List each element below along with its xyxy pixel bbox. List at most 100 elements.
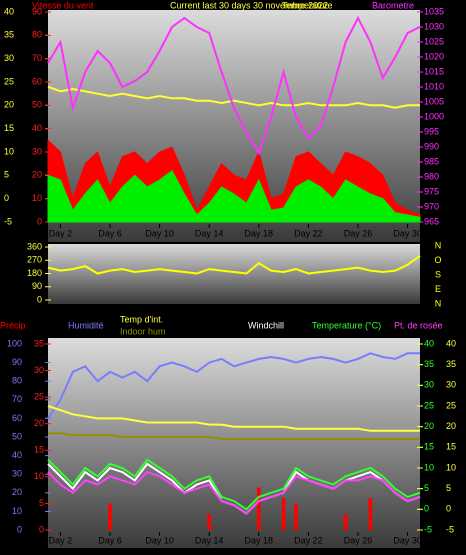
x-tick-label: Day 14 bbox=[195, 535, 224, 545]
y-tick-label: 50 bbox=[12, 431, 22, 441]
y-tick-label: 80 bbox=[12, 376, 22, 386]
legend-entry: Pt. de rosée bbox=[394, 320, 443, 330]
y-tick-label: 20 bbox=[446, 421, 456, 431]
y-tick-label: 35 bbox=[446, 359, 456, 369]
y-tick-label: 90 bbox=[12, 357, 22, 367]
y-tick-label: 10 bbox=[32, 193, 42, 203]
y-tick-label: 0 bbox=[446, 504, 451, 514]
y-tick-label: 80 bbox=[32, 30, 42, 40]
y-tick-label: 90 bbox=[32, 6, 42, 16]
plot-area bbox=[48, 338, 420, 548]
legend-entry: Vitesse du vent bbox=[32, 0, 94, 10]
legend-entry: Indoor hum bbox=[120, 326, 166, 336]
y-tick-label: -5 bbox=[4, 216, 12, 226]
y-tick-label: 980 bbox=[424, 171, 439, 181]
series-line bbox=[47, 254, 421, 275]
y-tick-label: 1005 bbox=[424, 96, 444, 106]
y-tick-label: 1020 bbox=[424, 51, 444, 61]
y-tick-label: 15 bbox=[34, 445, 44, 455]
y-tick-label: 995 bbox=[424, 126, 439, 136]
y-tick-label: 1035 bbox=[424, 6, 444, 16]
x-tick-label: Day 6 bbox=[98, 535, 122, 545]
y-tick-label: 180 bbox=[27, 268, 42, 278]
y-tick-label: 30 bbox=[32, 146, 42, 156]
y-tick-label: 15 bbox=[446, 442, 456, 452]
direction-label: N bbox=[435, 240, 442, 250]
y-tick-label: 100 bbox=[7, 338, 22, 348]
y-tick-label: 40 bbox=[12, 450, 22, 460]
y-tick-label: 30 bbox=[4, 53, 14, 63]
precip-bar bbox=[281, 498, 286, 530]
y-tick-label: 5 bbox=[4, 170, 9, 180]
y-tick-label: 70 bbox=[12, 394, 22, 404]
legend-entry: Windchill bbox=[248, 320, 284, 330]
x-tick-label: Day 26 bbox=[344, 228, 373, 238]
y-tick-label: 40 bbox=[4, 6, 14, 16]
y-tick-label: 35 bbox=[34, 338, 44, 348]
y-tick-label: 40 bbox=[446, 338, 456, 348]
series-line bbox=[47, 352, 420, 419]
precip-bar bbox=[294, 503, 298, 530]
precip-bar bbox=[108, 503, 112, 530]
y-tick-label: 15 bbox=[424, 442, 434, 452]
legend-entry: Temperature (°C) bbox=[312, 320, 381, 330]
y-tick-label: 20 bbox=[4, 100, 14, 110]
legend-entry: Temp d'int. bbox=[120, 314, 163, 324]
y-tick-label: -5 bbox=[446, 524, 454, 534]
legend-entry: Précip. bbox=[0, 320, 28, 330]
y-tick-label: 15 bbox=[4, 123, 14, 133]
y-tick-label: 35 bbox=[424, 359, 434, 369]
y-tick-label: 985 bbox=[424, 156, 439, 166]
precip-bar bbox=[343, 514, 348, 530]
y-tick-label: 60 bbox=[12, 413, 22, 423]
x-tick-label: Day 14 bbox=[195, 228, 224, 238]
y-tick-label: 0 bbox=[424, 504, 429, 514]
y-tick-label: 25 bbox=[34, 392, 44, 402]
y-tick-label: 0 bbox=[39, 524, 44, 534]
chart-title: Current last 30 days 30 novembre 2022 bbox=[170, 0, 328, 10]
y-tick-label: 1015 bbox=[424, 66, 444, 76]
y-tick-label: 10 bbox=[446, 462, 456, 472]
y-tick-label: 30 bbox=[34, 365, 44, 375]
precip-bar bbox=[257, 487, 261, 530]
y-tick-label: 1000 bbox=[424, 111, 444, 121]
y-tick-label: 1030 bbox=[424, 21, 444, 31]
y-tick-label: 70 bbox=[32, 53, 42, 63]
x-tick-label: Day 18 bbox=[245, 228, 274, 238]
y-tick-label: 30 bbox=[424, 380, 434, 390]
y-tick-label: 5 bbox=[446, 483, 451, 493]
x-tick-label: Day 26 bbox=[344, 535, 373, 545]
series-line bbox=[47, 15, 421, 156]
y-tick-label: 990 bbox=[424, 141, 439, 151]
y-tick-label: 20 bbox=[424, 421, 434, 431]
y-tick-label: 25 bbox=[4, 76, 14, 86]
y-tick-label: 40 bbox=[424, 338, 434, 348]
y-tick-label: 270 bbox=[27, 255, 42, 265]
y-tick-label: 30 bbox=[12, 469, 22, 479]
y-tick-label: 0 bbox=[4, 193, 9, 203]
wind-area bbox=[47, 169, 421, 223]
y-tick-label: 1025 bbox=[424, 36, 444, 46]
y-tick-label: 50 bbox=[32, 100, 42, 110]
y-tick-label: -5 bbox=[424, 524, 432, 534]
x-tick-label: Day 30 bbox=[393, 228, 422, 238]
x-tick-label: Day 6 bbox=[98, 228, 122, 238]
y-tick-label: 40 bbox=[32, 123, 42, 133]
y-tick-label: 0 bbox=[17, 524, 22, 534]
direction-label: E bbox=[435, 284, 441, 294]
y-tick-label: 30 bbox=[446, 380, 456, 390]
series-line bbox=[47, 405, 420, 432]
precip-bar bbox=[207, 514, 211, 530]
legend-entry: Temperature bbox=[282, 0, 333, 10]
series-line bbox=[47, 85, 420, 109]
y-tick-label: 360 bbox=[27, 241, 42, 251]
y-tick-label: 60 bbox=[32, 76, 42, 86]
x-tick-label: Day 10 bbox=[145, 535, 174, 545]
direction-label: S bbox=[435, 269, 441, 279]
y-tick-label: 20 bbox=[34, 418, 44, 428]
legend-entry: Barometre bbox=[372, 0, 414, 10]
y-tick-label: 975 bbox=[424, 186, 439, 196]
y-tick-label: 0 bbox=[37, 216, 42, 226]
y-tick-label: 5 bbox=[39, 498, 44, 508]
